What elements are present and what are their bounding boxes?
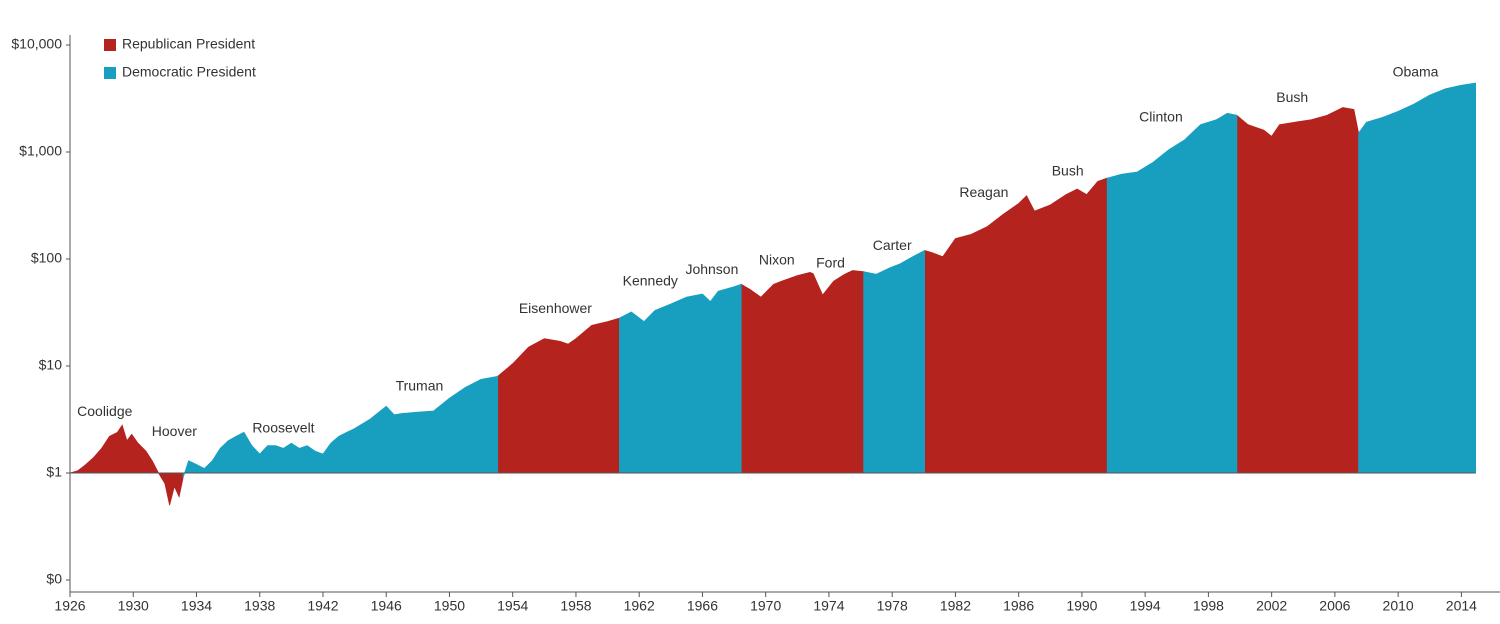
- x-tick-label: 2006: [1319, 598, 1350, 614]
- area: [182, 375, 499, 479]
- president-label: Eisenhower: [519, 300, 592, 316]
- area: [924, 177, 1108, 474]
- y-tick-label: $10,000: [11, 36, 62, 52]
- y-tick-label: $1,000: [19, 143, 62, 159]
- x-tick-label: 1938: [244, 598, 275, 614]
- president-label: Hoover: [152, 423, 197, 439]
- legend-label: Republican President: [122, 36, 255, 52]
- x-tick-label: 1970: [750, 598, 781, 614]
- president-label: Bush: [1276, 89, 1308, 105]
- area: [740, 270, 865, 474]
- legend-swatch: [104, 39, 116, 51]
- area: [619, 283, 742, 474]
- president-label: Roosevelt: [252, 419, 314, 435]
- y-tick-label: $10: [39, 357, 63, 373]
- x-tick-label: 1962: [624, 598, 655, 614]
- x-tick-label: 1994: [1130, 598, 1161, 614]
- y-tick-label: $1: [46, 464, 62, 480]
- x-tick-label: 1954: [497, 598, 528, 614]
- president-label: Obama: [1393, 63, 1439, 79]
- president-label: Bush: [1052, 163, 1084, 179]
- president-label: Coolidge: [77, 403, 132, 419]
- x-tick-label: 1982: [940, 598, 971, 614]
- x-tick-label: 1974: [813, 598, 844, 614]
- area: [863, 249, 925, 474]
- president-label: Johnson: [685, 261, 738, 277]
- y-tick-label: $100: [31, 250, 62, 266]
- x-tick-label: 1946: [371, 598, 402, 614]
- president-label: Truman: [396, 377, 444, 393]
- legend-swatch: [104, 67, 116, 79]
- area: [69, 424, 184, 506]
- area: [1358, 82, 1477, 474]
- x-tick-label: 2014: [1446, 598, 1477, 614]
- x-tick-label: 1942: [307, 598, 338, 614]
- x-tick-label: 1966: [687, 598, 718, 614]
- president-label: Ford: [816, 255, 845, 271]
- x-tick-label: 1958: [560, 598, 591, 614]
- president-label: Nixon: [759, 252, 795, 268]
- x-tick-label: 2002: [1256, 598, 1287, 614]
- x-tick-label: 1998: [1193, 598, 1224, 614]
- x-tick-label: 1986: [1003, 598, 1034, 614]
- x-tick-label: 2010: [1383, 598, 1414, 614]
- x-tick-label: 1978: [877, 598, 908, 614]
- x-tick-label: 1990: [1066, 598, 1097, 614]
- x-tick-label: 1950: [434, 598, 465, 614]
- area: [1106, 112, 1238, 474]
- legend-label: Democratic President: [122, 64, 256, 80]
- x-tick-label: 1934: [181, 598, 212, 614]
- president-label: Clinton: [1139, 109, 1183, 125]
- area: [1236, 107, 1360, 474]
- president-label: Reagan: [959, 184, 1008, 200]
- y-tick-label: $0: [46, 571, 62, 587]
- area: [497, 317, 620, 474]
- x-tick-label: 1930: [118, 598, 149, 614]
- x-tick-label: 1926: [54, 598, 85, 614]
- president-label: Kennedy: [623, 273, 678, 289]
- president-label: Carter: [873, 237, 912, 253]
